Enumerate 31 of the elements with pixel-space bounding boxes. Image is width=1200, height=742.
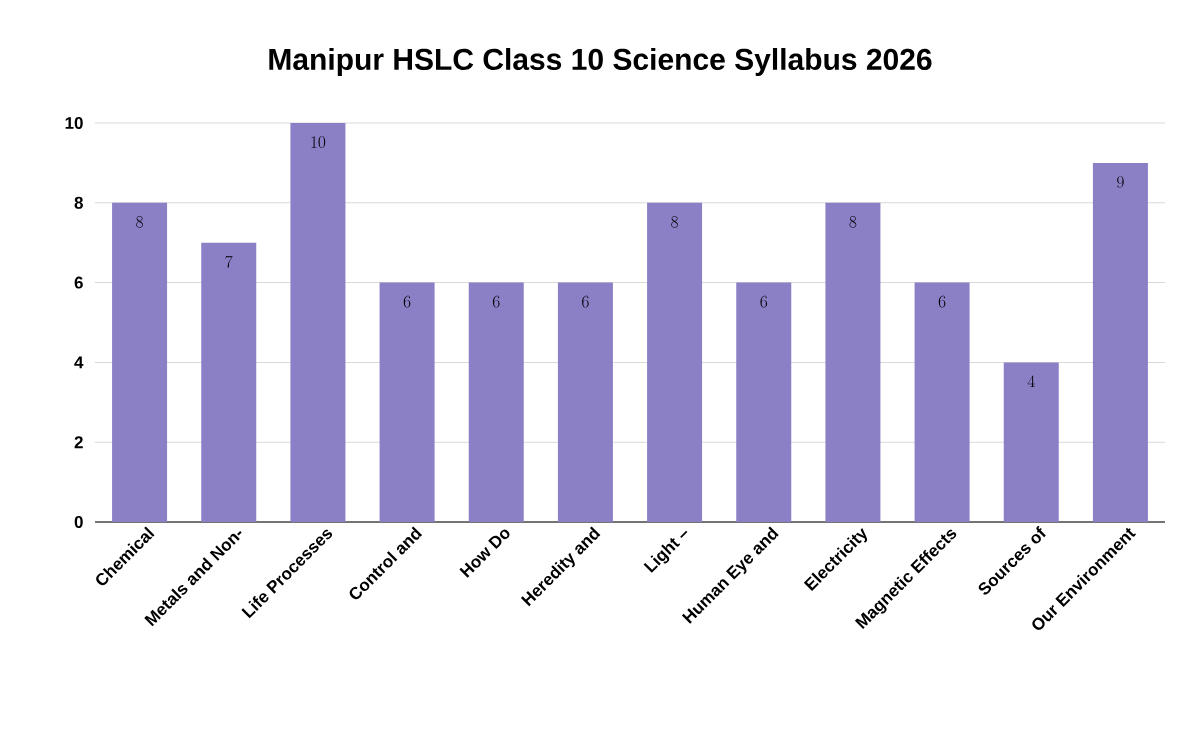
y-tick-label: 10: [65, 116, 83, 130]
bar: [201, 242, 257, 522]
data-label: 10: [311, 136, 326, 148]
data-label: 7: [225, 255, 233, 268]
bar: [1003, 362, 1059, 522]
y-tick-label: 0: [74, 515, 83, 529]
bar: [557, 282, 613, 522]
data-label: 6: [492, 295, 500, 308]
bar: [468, 282, 524, 522]
bar: [379, 282, 435, 522]
data-label: 4: [1027, 375, 1035, 388]
data-label: 8: [849, 216, 857, 228]
data-label: 6: [582, 295, 589, 308]
y-tick-label: 4: [74, 356, 84, 369]
bar: [112, 202, 168, 522]
data-label: 8: [671, 216, 678, 228]
data-label: 8: [136, 216, 143, 228]
bar: [290, 122, 346, 522]
bar: [647, 202, 703, 522]
y-tick-label: 8: [74, 196, 83, 209]
bar: [825, 202, 881, 522]
data-label: 9: [1117, 176, 1124, 188]
y-tick-label: 6: [74, 276, 83, 289]
bar: [914, 282, 970, 522]
bar: [1092, 162, 1148, 522]
y-tick-label: 2: [74, 436, 83, 449]
data-label: 6: [938, 295, 946, 308]
data-label: 6: [760, 295, 768, 308]
bar: [736, 282, 792, 522]
data-label: 6: [403, 295, 411, 308]
chart-title: Manipur HSLC Class 10 Science Syllabus 2026: [269, 48, 932, 76]
